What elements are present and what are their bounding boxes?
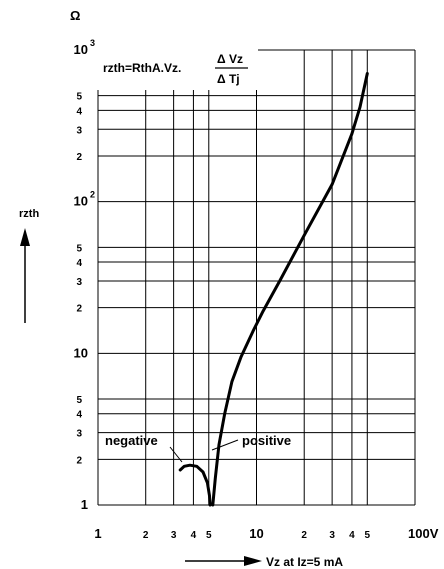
- y-tick-label: 5: [76, 243, 82, 254]
- x-tick-label: 3: [329, 530, 335, 541]
- y-tick-label: 3: [76, 277, 82, 288]
- x-tick-label: 2: [301, 530, 307, 541]
- x-tick-label: 4: [349, 530, 355, 541]
- formula-lhs: rzth=RthA.Vz.: [103, 61, 181, 75]
- y-tick-label: 10: [74, 345, 88, 360]
- y-tick-label: 4: [76, 106, 82, 117]
- y-tick-label: 2: [76, 455, 82, 466]
- x-axis-arrow-head: [244, 556, 262, 566]
- negative-annotation: negative: [105, 433, 158, 448]
- y-tick-label: 1: [81, 497, 88, 512]
- grid-lines: [97, 49, 416, 506]
- x-tick-label: 2: [143, 530, 149, 541]
- y-tick-label: 5: [76, 395, 82, 406]
- x-tick-label: 5: [365, 530, 371, 541]
- y-tick-label: 3: [76, 125, 82, 136]
- x-tick-label: 1: [94, 526, 101, 541]
- y-tick-label: 10: [74, 42, 88, 57]
- formula-denominator: Δ Tj: [217, 72, 240, 86]
- y-tick-label: 4: [76, 410, 82, 421]
- positive-leader-line: [211, 439, 239, 451]
- y-tick-exponent: 3: [90, 38, 95, 48]
- curve-line: [178, 463, 212, 507]
- y-tick-exponent: 2: [90, 190, 95, 200]
- x-tick-label: 3: [171, 530, 177, 541]
- y-tick-label: 2: [76, 152, 82, 163]
- formula-numerator: Δ Vz: [217, 52, 243, 66]
- formula-box: [96, 44, 258, 90]
- y-tick-label: 4: [76, 258, 82, 269]
- x-tick-label: 100V: [408, 526, 439, 541]
- negative-leader-line: [169, 446, 183, 463]
- formula: rzth=RthA.Vz. Δ Vz Δ Tj: [96, 44, 258, 90]
- y-unit-label: Ω: [70, 8, 80, 23]
- y-tick-label: 10: [74, 194, 88, 209]
- y-tick-label: 3: [76, 429, 82, 440]
- x-tick-label: 4: [191, 530, 197, 541]
- positive-annotation: positive: [242, 433, 291, 448]
- curves: [178, 72, 369, 507]
- curve-line: [211, 72, 369, 507]
- y-axis-arrow-head: [20, 228, 30, 246]
- y-tick-label: 5: [76, 92, 82, 103]
- x-tick-label: 10: [249, 526, 263, 541]
- y-tick-label: 2: [76, 304, 82, 315]
- x-axis-label: Vz at Iz=5 mA: [266, 555, 343, 569]
- x-tick-label: 5: [206, 530, 212, 541]
- y-axis-label: rzth: [19, 208, 39, 220]
- annotations: negative positive: [105, 433, 291, 448]
